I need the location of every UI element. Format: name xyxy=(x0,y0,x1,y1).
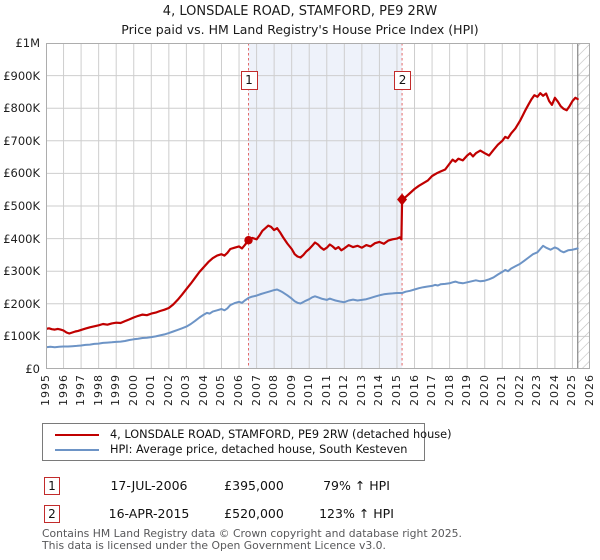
x-tick-label: 1997 xyxy=(74,374,88,406)
x-tick-label: 2009 xyxy=(284,374,298,406)
y-tick-label: £300K xyxy=(3,264,40,279)
plot-border xyxy=(46,43,590,369)
plot-area xyxy=(46,43,590,369)
page-subtitle: Price paid vs. HM Land Registry's House … xyxy=(121,22,479,37)
x-tick-label: 2001 xyxy=(144,374,158,406)
transaction-2-date: 16-APR-2015 xyxy=(108,506,190,521)
x-tick-label: 2020 xyxy=(477,374,491,406)
sale-flag-2: 2 xyxy=(394,71,412,90)
x-tick-label: 1998 xyxy=(91,374,105,406)
x-tick-label: 2007 xyxy=(249,374,263,406)
transaction-row-1: 1 17-JUL-2006 £395,000 79% ↑ HPI xyxy=(0,477,600,497)
x-tick-label: 2011 xyxy=(319,374,333,406)
x-tick-label: 2013 xyxy=(354,374,368,406)
x-tick-label: 2012 xyxy=(337,374,351,406)
y-tick-label: £500K xyxy=(3,199,40,213)
page-title: 4, LONSDALE ROAD, STAMFORD, PE9 2RW xyxy=(162,4,438,19)
x-tick-label: 2003 xyxy=(179,374,193,406)
legend-label-hpi: HPI: Average price, detached house, Sout… xyxy=(110,443,408,456)
x-tick-label: 2025 xyxy=(565,374,579,406)
chart-legend: 4, LONSDALE ROAD, STAMFORD, PE9 2RW (det… xyxy=(42,423,451,461)
transaction-1-price: £395,000 xyxy=(224,478,284,493)
copyright-notice: Contains HM Land Registry data © Crown c… xyxy=(42,528,462,552)
transaction-2-hpi-change: 123% ↑ HPI xyxy=(319,506,394,521)
y-tick-label: £200K xyxy=(3,296,40,311)
transaction-2-price: £520,000 xyxy=(224,506,284,521)
x-tick-label: 2018 xyxy=(442,374,456,406)
x-tick-label: 2005 xyxy=(214,374,228,406)
x-tick-label: 2010 xyxy=(302,374,316,406)
x-tick-label: 2022 xyxy=(512,374,526,406)
legend-row-property: 4, LONSDALE ROAD, STAMFORD, PE9 2RW (det… xyxy=(55,428,451,441)
x-tick-label: 2014 xyxy=(372,374,386,406)
x-tick-label: 2015 xyxy=(389,374,403,406)
copyright-line-2: This data is licensed under the Open Gov… xyxy=(42,539,386,552)
x-tick-label: 2023 xyxy=(530,374,544,406)
transaction-1-hpi-change: 79% ↑ HPI xyxy=(323,478,390,493)
sale-flag-1: 1 xyxy=(240,71,258,90)
legend-row-hpi: HPI: Average price, detached house, Sout… xyxy=(55,443,418,456)
legend-label-property: 4, LONSDALE ROAD, STAMFORD, PE9 2RW (det… xyxy=(110,428,452,441)
x-tick-label: 1999 xyxy=(109,374,123,406)
future-hatch-region xyxy=(577,43,590,369)
y-tick-label: £1M xyxy=(15,36,40,50)
property-line-swatch xyxy=(55,433,99,436)
y-tick-label: £800K xyxy=(3,101,40,116)
x-tick-label: 2017 xyxy=(425,374,439,406)
transaction-1-date: 17-JUL-2006 xyxy=(110,478,188,493)
transaction-1-marker: 1 xyxy=(44,477,60,495)
x-tick-label: 2016 xyxy=(407,374,421,406)
y-tick-label: £600K xyxy=(3,166,40,181)
y-tick-label: £900K xyxy=(3,68,40,83)
x-tick-label: 2008 xyxy=(267,374,281,406)
x-tick-label: 2021 xyxy=(495,374,509,406)
x-tick-label: 2024 xyxy=(547,374,561,406)
x-tick-label: 2004 xyxy=(196,374,210,406)
sale-2-point-marker xyxy=(397,193,408,206)
y-tick-label: £700K xyxy=(3,133,40,148)
property-price-line xyxy=(46,92,579,335)
hpi-line-swatch xyxy=(55,448,99,451)
x-tick-label: 1996 xyxy=(56,374,70,406)
hpi-line xyxy=(46,244,579,349)
y-tick-label: £400K xyxy=(3,231,40,246)
x-tick-label: 2000 xyxy=(126,374,140,406)
y-tick-label: £100K xyxy=(3,329,40,344)
transaction-row-2: 2 16-APR-2015 £520,000 123% ↑ HPI xyxy=(0,505,600,525)
transaction-2-marker: 2 xyxy=(44,505,60,523)
x-tick-label: 2006 xyxy=(232,374,246,406)
x-tick-label: 2019 xyxy=(460,374,474,406)
plot-svg xyxy=(46,43,590,369)
y-tick-label: £0 xyxy=(25,362,40,376)
copyright-line-1: Contains HM Land Registry data © Crown c… xyxy=(42,527,462,540)
x-tick-label: 1995 xyxy=(39,374,52,406)
x-tick-label: 2002 xyxy=(161,374,175,406)
x-tick-label: 2026 xyxy=(583,374,596,406)
sale-1-point-marker xyxy=(244,236,253,245)
